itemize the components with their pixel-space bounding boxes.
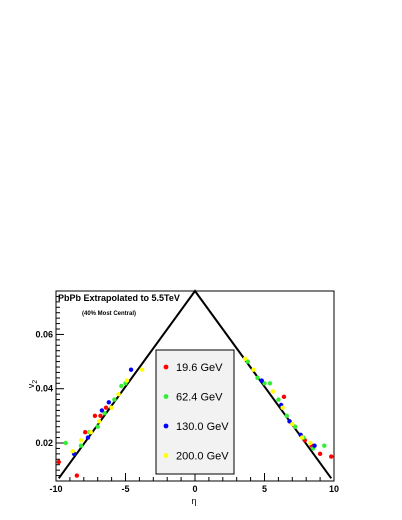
data-point-series-0	[103, 405, 109, 410]
data-point-series-0	[329, 454, 334, 459]
data-point-series-1	[276, 397, 281, 402]
data-point-series-1	[292, 424, 298, 429]
data-point-series-1	[262, 381, 267, 386]
legend-items: 19.6 GeV 62.4 GeV 130.0 GeV 200.0 GeV	[163, 362, 229, 463]
legend-marker	[163, 364, 169, 370]
y-tick-label: 0.06	[35, 329, 53, 339]
data-point-series-3	[251, 367, 256, 372]
data-points	[56, 356, 334, 478]
legend-label: 62.4 GeV	[176, 392, 223, 404]
chart-subtitle: (40% Most Central)	[82, 311, 136, 317]
data-point-series-3	[124, 378, 130, 383]
data-point-series-0	[56, 459, 61, 465]
legend-label: 200.0 GeV	[176, 451, 229, 463]
data-point-series-3	[290, 421, 295, 427]
legend: 19.6 GeV 62.4 GeV 130.0 GeV 200.0 GeV	[155, 349, 235, 475]
svg-text:v2: v2	[26, 380, 39, 389]
data-point-series-3	[88, 429, 93, 435]
data-point-series-1	[119, 383, 124, 389]
data-point-series-2	[85, 435, 91, 440]
data-point-series-0	[317, 451, 323, 457]
legend-label: 130.0 GeV	[176, 421, 229, 433]
y-axis-label-subscript: 2	[32, 380, 39, 384]
data-point-series-2	[106, 400, 112, 405]
chart-title: PbPb Extrapolated to 5.5TeV	[58, 293, 180, 303]
data-point-series-1	[95, 424, 100, 429]
data-point-series-2	[128, 367, 134, 372]
legend-label: 19.6 GeV	[176, 362, 223, 374]
data-point-series-0	[74, 473, 80, 478]
tick-labels: -10 -5 0 5 10 0.02 0.04 0.06	[35, 329, 339, 494]
data-point-series-1	[284, 413, 289, 419]
y-axis-label: v	[26, 383, 36, 388]
y-tick-label: 0.04	[35, 384, 53, 394]
data-point-series-3	[109, 405, 114, 410]
legend-box	[155, 349, 235, 475]
data-point-series-3	[308, 440, 313, 446]
data-point-series-3	[280, 405, 285, 410]
data-point-series-3	[70, 448, 75, 454]
data-point-series-1	[63, 440, 68, 446]
data-point-series-2	[99, 408, 105, 413]
data-point-series-3	[116, 391, 121, 397]
data-point-series-0	[82, 429, 88, 435]
legend-marker	[163, 394, 169, 399]
x-axis-label: η	[191, 496, 196, 506]
data-point-series-2	[312, 443, 317, 448]
data-point-series-3	[299, 435, 305, 440]
x-tick-label: -10	[49, 484, 62, 494]
x-tick-label: -5	[121, 484, 129, 494]
data-point-series-1	[322, 443, 327, 448]
data-point-series-1	[112, 397, 117, 402]
legend-marker	[163, 453, 169, 458]
data-point-series-3	[139, 367, 145, 372]
data-point-series-3	[96, 419, 102, 424]
y-tick-label: 0.02	[35, 438, 53, 448]
data-point-series-3	[242, 356, 248, 362]
data-point-series-1	[78, 443, 84, 448]
data-point-series-3	[78, 438, 84, 443]
axis-ticks	[55, 290, 335, 481]
data-point-series-3	[270, 389, 276, 394]
data-point-series-2	[259, 378, 264, 383]
x-tick-label: 10	[329, 484, 339, 494]
data-point-series-1	[245, 359, 251, 364]
data-point-series-2	[287, 419, 292, 424]
x-tick-label: 5	[262, 484, 267, 494]
x-tick-label: 0	[192, 484, 197, 494]
data-point-series-1	[102, 410, 107, 416]
data-point-series-0	[281, 394, 287, 400]
data-point-series-0	[98, 413, 103, 419]
data-point-series-1	[255, 375, 260, 381]
data-point-series-0	[92, 413, 98, 419]
legend-marker	[163, 423, 169, 429]
y-axis-label-group: v2	[26, 380, 39, 389]
data-point-series-1	[267, 381, 273, 386]
